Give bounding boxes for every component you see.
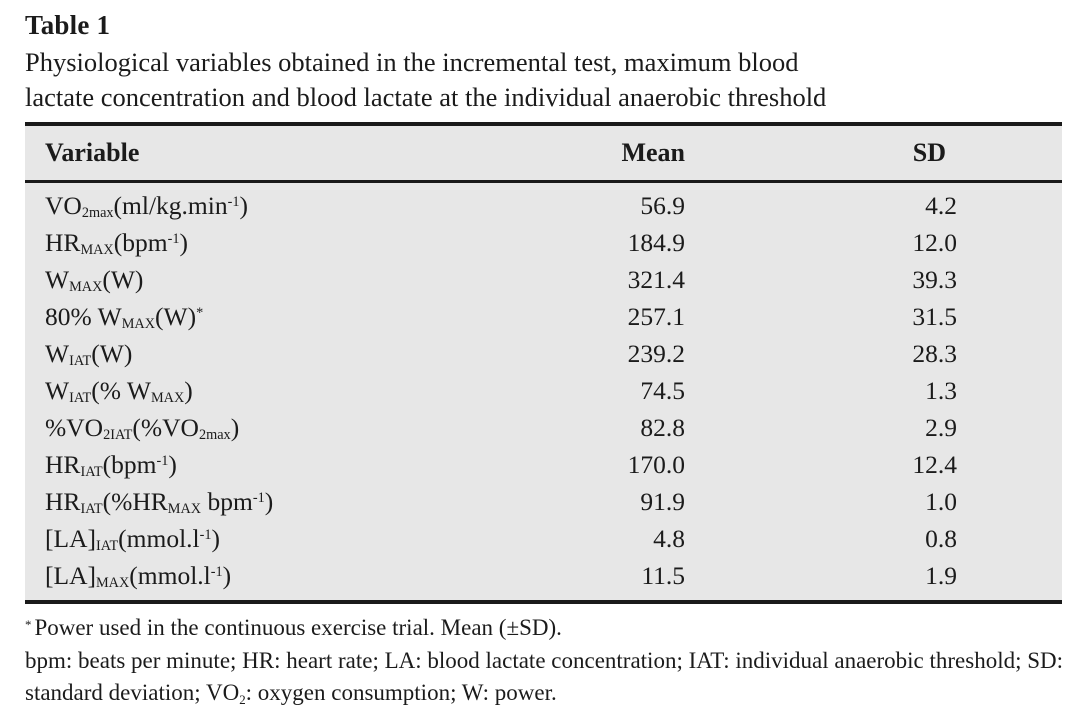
footnote-star: * Power used in the continuous exercise t… (25, 612, 1065, 645)
sd-cell: 2.9 (925, 412, 957, 442)
mean-cell: 11.5 (641, 560, 685, 590)
table-row: WIAT(% WMAX) 74.5 1.3 (25, 372, 1062, 409)
sd-cell: 12.4 (912, 449, 957, 479)
sd-cell: 1.9 (925, 560, 957, 590)
table-row: HRIAT(bpm-1) 170.0 12.4 (25, 446, 1062, 483)
caption-line-1: Physiological variables obtained in the … (25, 47, 799, 77)
mean-cell: 239.2 (627, 338, 685, 368)
mean-cell: 321.4 (627, 264, 685, 294)
table-label: Table 1 (25, 10, 111, 40)
sd-cell: 31.5 (912, 301, 957, 331)
mean-cell: 74.5 (640, 375, 685, 405)
sd-cell: 1.0 (925, 486, 957, 516)
variable-cell: HRMAX(bpm-1) (45, 227, 188, 259)
variable-cell: WMAX(W) (45, 264, 144, 296)
variable-cell: [LA]MAX(mmol.l-1) (45, 560, 232, 592)
table-header: Variable Mean SD (25, 124, 1062, 183)
column-header-sd: SD (685, 124, 1062, 183)
variable-cell: 80% WMAX(W)* (45, 301, 204, 333)
sd-cell: 1.3 (925, 375, 957, 405)
footnote-star-marker: * (25, 617, 32, 632)
table-row: %VO2IAT(%VO2max) 82.8 2.9 (25, 409, 1062, 446)
table-row: WMAX(W) 321.4 39.3 (25, 261, 1062, 298)
column-header-variable: Variable (25, 124, 485, 183)
mean-cell: 56.9 (640, 190, 685, 220)
mean-cell: 257.1 (627, 301, 685, 331)
variable-cell: VO2max(ml/kg.min-1) (45, 190, 248, 222)
physiological-variables-table: Variable Mean SD VO2max(ml/kg.min-1) 56.9… (25, 122, 1062, 604)
variable-cell: WIAT(W) (45, 338, 133, 370)
sd-cell: 28.3 (912, 338, 957, 368)
variable-cell: [LA]IAT(mmol.l-1) (45, 523, 221, 555)
table-row: WIAT(W) 239.2 28.3 (25, 335, 1062, 372)
mean-cell: 82.8 (640, 412, 685, 442)
table-row: [LA]IAT(mmol.l-1) 4.8 0.8 (25, 520, 1062, 557)
sd-cell: 12.0 (912, 227, 957, 257)
footnote-abbreviations: bpm: beats per minute; HR: heart rate; L… (25, 647, 1064, 707)
table-row: HRIAT(%HRMAX bpm-1) 91.9 1.0 (25, 483, 1062, 520)
header-row: Variable Mean SD (25, 124, 1062, 183)
mean-cell: 4.8 (653, 523, 685, 553)
table-row: [LA]MAX(mmol.l-1) 11.5 1.9 (25, 557, 1062, 602)
variable-cell: HRIAT(%HRMAX bpm-1) (45, 486, 274, 518)
caption-line-2: lactate concentration and blood lactate … (25, 82, 827, 112)
variable-cell: WIAT(% WMAX) (45, 375, 193, 407)
column-header-mean: Mean (485, 124, 685, 183)
mean-cell: 170.0 (627, 449, 685, 479)
table-row: HRMAX(bpm-1) 184.9 12.0 (25, 224, 1062, 261)
sd-cell: 4.2 (925, 190, 957, 220)
table-body: VO2max(ml/kg.min-1) 56.9 4.2 HRMAX(bpm-1) 18… (25, 182, 1062, 603)
mean-cell: 91.9 (640, 486, 685, 516)
mean-cell: 184.9 (627, 227, 685, 257)
table-row: VO2max(ml/kg.min-1) 56.9 4.2 (25, 182, 1062, 225)
variable-cell: %VO2IAT(%VO2max) (45, 412, 240, 444)
table-caption: Physiological variables obtained in the … (25, 45, 1062, 115)
footnote-star-text: Power used in the continuous exercise tr… (34, 615, 562, 640)
variable-cell: HRIAT(bpm-1) (45, 449, 177, 481)
sd-cell: 39.3 (912, 264, 957, 294)
sd-cell: 0.8 (925, 523, 957, 553)
table-row: 80% WMAX(W)* 257.1 31.5 (25, 298, 1062, 335)
table-footnotes: * Power used in the continuous exercise t… (25, 612, 1065, 710)
